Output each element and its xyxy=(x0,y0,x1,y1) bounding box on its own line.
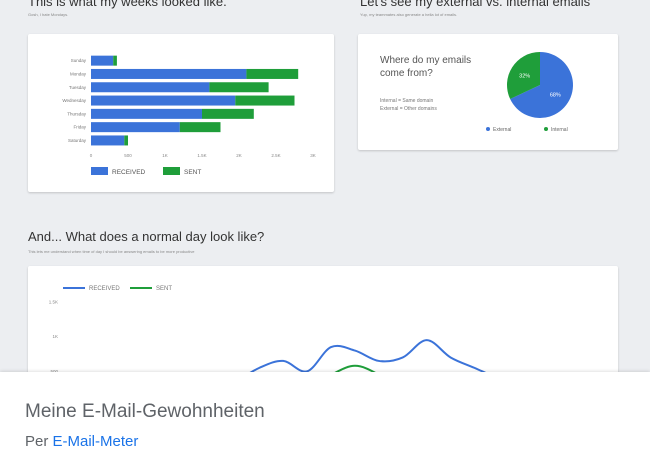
pie-question-line-2: come from? xyxy=(380,68,433,79)
bar-category-label: Thursday xyxy=(67,111,87,116)
bar-sent xyxy=(209,82,269,93)
email-source-pie-chart: Where do my emails come from? Internal =… xyxy=(380,52,573,133)
bar-sent xyxy=(202,108,254,119)
section-subtitle-day: This lets me understand when time of day… xyxy=(28,249,195,254)
bar-category-label: Monday xyxy=(70,71,87,76)
bar-received xyxy=(91,135,125,146)
bar-received xyxy=(91,55,114,66)
bar-x-tick-label: 500 xyxy=(124,153,132,158)
bar-x-tick-label: 2.5K xyxy=(271,153,280,158)
bar-received xyxy=(91,108,202,119)
bar-x-tick-label: 3K xyxy=(310,153,316,158)
bar-category-label: Sunday xyxy=(71,58,87,63)
bar-sent xyxy=(246,68,299,79)
pie-slice-internal xyxy=(507,52,540,100)
pie-legend-label-external: External xyxy=(493,127,511,133)
pie-legend-text-1: Internal = Same domain xyxy=(380,98,433,104)
line-series-sent xyxy=(334,364,376,372)
section-title-emails: Let's see my external vs. internal email… xyxy=(360,0,591,9)
bar-x-tick-label: 2K xyxy=(236,153,242,158)
bar-x-tick-label: 0 xyxy=(90,153,93,158)
item-title[interactable]: Meine E-Mail-Gewohnheiten xyxy=(25,401,265,422)
weekly-chart-card: Sunday Monday Tuesday Wednesday Thursday Frid… xyxy=(28,34,334,192)
line-legend-label-received: RECEIVED xyxy=(89,286,120,292)
bar-received xyxy=(91,68,247,79)
line-y-tick-label: 1K xyxy=(52,334,58,339)
item-footer[interactable] xyxy=(0,372,650,461)
bar-category-label: Friday xyxy=(73,125,86,130)
dashboard-preview: This is what my weeks looked like. Gosh,… xyxy=(28,0,618,372)
legend-label-received: RECEIVED xyxy=(112,169,146,176)
legend-swatch-sent xyxy=(163,167,180,175)
pie-value-label: 32% xyxy=(519,73,530,79)
bar-received xyxy=(91,95,236,106)
legend-label-sent: SENT xyxy=(184,169,201,176)
pie-value-label: 68% xyxy=(550,93,561,99)
legend-swatch-received xyxy=(91,167,108,175)
weekly-bar-chart: Sunday Monday Tuesday Wednesday Thursday Frid… xyxy=(62,55,316,176)
byline-prefix: Per xyxy=(25,433,49,450)
pie-legend-text-2: External = Other domains xyxy=(380,106,437,112)
daily-line-chart-card: RECEIVED SENT 500 1K 1.5K xyxy=(28,266,618,372)
bar-sent xyxy=(113,55,117,66)
daily-line-chart: RECEIVED SENT 500 1K 1.5K xyxy=(49,286,487,372)
bar-received xyxy=(91,122,180,133)
pie-legend-dot-external xyxy=(486,127,490,131)
bar-category-label: Wednesday xyxy=(62,98,86,103)
section-title-day: And... What does a normal day look like? xyxy=(28,229,265,244)
line-y-tick-label: 500 xyxy=(50,369,58,372)
line-legend-label-sent: SENT xyxy=(156,286,172,292)
section-subtitle-emails: Yup, my teammates also generate a hella … xyxy=(360,12,458,17)
item-byline: Per E-Mail-Meter xyxy=(25,433,138,450)
pie-legend-dot-internal xyxy=(544,127,548,131)
section-title-weeks: This is what my weeks looked like. xyxy=(28,0,227,9)
email-source-card: Where do my emails come from? Internal =… xyxy=(358,34,618,150)
bar-sent xyxy=(235,95,295,106)
line-y-tick-label: 1.5K xyxy=(49,300,58,305)
pie-question-line-1: Where do my emails xyxy=(380,55,471,66)
line-series-received xyxy=(249,339,487,372)
bar-x-tick-label: 1.5K xyxy=(197,153,206,158)
section-subtitle-weeks: Gosh, I hate Mondays. xyxy=(28,12,69,17)
bar-category-label: Saturday xyxy=(68,138,87,143)
pie-slice-external xyxy=(510,52,573,118)
bar-x-tick-label: 1K xyxy=(162,153,168,158)
author-link[interactable]: E-Mail-Meter xyxy=(52,433,139,450)
pie-legend-label-internal: Internal xyxy=(551,127,568,133)
bar-category-label: Tuesday xyxy=(69,85,87,90)
bar-received xyxy=(91,82,210,93)
bar-sent xyxy=(124,135,128,146)
bar-sent xyxy=(179,122,221,133)
